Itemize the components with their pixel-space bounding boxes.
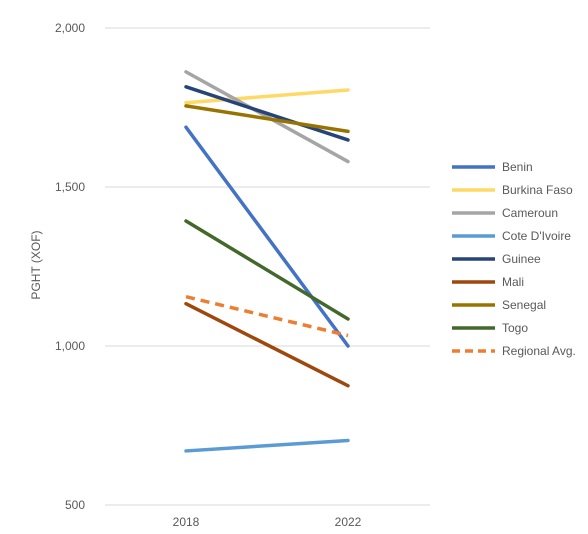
series-line-senegal xyxy=(184,104,350,134)
legend-item: Senegal xyxy=(452,298,546,312)
y-tick-label: 1,500 xyxy=(55,180,85,194)
legend-item: Guinee xyxy=(452,252,541,266)
legend-label: Senegal xyxy=(502,298,546,312)
legend-item: Benin xyxy=(452,160,533,174)
y-axis-title: PGHT (XOF) xyxy=(29,230,43,299)
legend-item: Cameroun xyxy=(452,206,558,220)
legend-label: Mali xyxy=(502,275,524,289)
legend-label: Cote D'Ivoire xyxy=(502,229,571,243)
x-tick-label: 2018 xyxy=(173,515,200,529)
legend-label: Benin xyxy=(502,160,533,174)
legend-label: Togo xyxy=(502,321,528,335)
series-line-regional-avg xyxy=(185,295,349,338)
legend-item: Burkina Faso xyxy=(452,183,573,197)
gridlines xyxy=(105,27,430,347)
y-tick-label: 2,000 xyxy=(55,21,85,35)
legend-item: Togo xyxy=(452,321,528,335)
series-line-mali xyxy=(184,301,350,388)
legend-label: Burkina Faso xyxy=(502,183,573,197)
series-line-cote-d-ivoire xyxy=(184,438,350,453)
series-line-burkina-faso xyxy=(184,88,350,105)
legend-item: Regional Avg. xyxy=(452,344,576,358)
legend-item: Cote D'Ivoire xyxy=(452,229,571,243)
x-axis-ticks: 2018 2022 xyxy=(173,515,362,529)
series-line-benin xyxy=(184,125,350,348)
legend: Benin Burkina Faso Cameroun Cote D'Ivoire Gu… xyxy=(452,160,576,358)
series-line-togo xyxy=(184,219,350,321)
legend-item: Mali xyxy=(452,275,524,289)
y-axis-ticks: 500 1,000 1,500 2,000 xyxy=(55,21,85,512)
legend-label: Guinee xyxy=(502,252,541,266)
series-line-guinee xyxy=(184,85,350,142)
legend-label: Regional Avg. xyxy=(502,344,576,358)
series-line-cameroun xyxy=(184,70,350,164)
y-tick-label: 1,000 xyxy=(55,339,85,353)
series-lines xyxy=(184,70,350,453)
y-tick-label: 500 xyxy=(65,498,85,512)
x-tick-label: 2022 xyxy=(335,515,362,529)
legend-label: Cameroun xyxy=(502,206,558,220)
